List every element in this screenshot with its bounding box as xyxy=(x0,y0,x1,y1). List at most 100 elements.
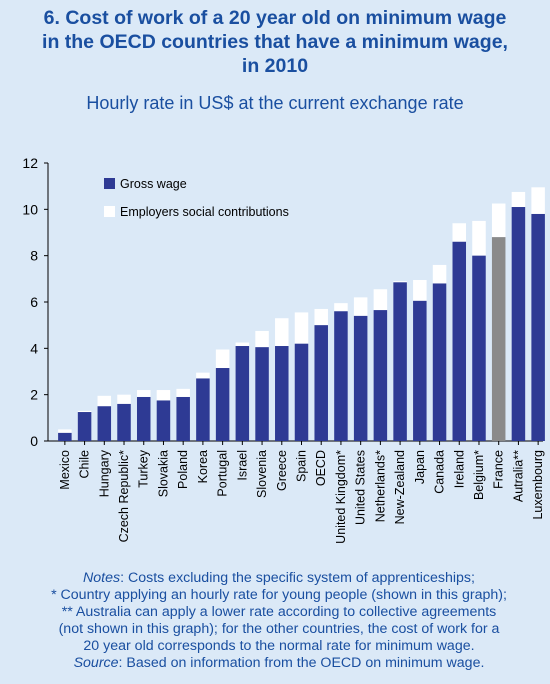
y-tick-label: 2 xyxy=(30,387,38,403)
bar-employer-contrib xyxy=(353,297,368,316)
bar-employer-contrib xyxy=(511,191,526,208)
x-tick-label: Slovenia xyxy=(255,450,269,498)
bar-gross-wage xyxy=(432,283,447,441)
bar-gross-wage xyxy=(413,300,427,441)
bar-gross-wage xyxy=(117,403,131,441)
x-tick-label: Luxembourg xyxy=(531,450,545,520)
bar-employer-contrib xyxy=(472,220,486,256)
y-tick-label: 0 xyxy=(30,433,38,449)
x-tick-label: Spain xyxy=(295,450,309,482)
x-tick-label: United States xyxy=(354,450,368,525)
bar-gross-wage xyxy=(255,347,269,441)
x-tick-label: Korea xyxy=(196,450,210,483)
y-tick-label: 4 xyxy=(30,340,38,356)
x-tick-label: Japan xyxy=(413,450,427,484)
bar-gross-wage xyxy=(314,325,328,441)
bar-employer-contrib xyxy=(136,390,151,397)
x-tick-label: Czech Republic* xyxy=(117,450,131,543)
y-tick-label: 6 xyxy=(30,294,38,310)
bar-employer-contrib xyxy=(294,312,309,344)
bar-gross-wage xyxy=(452,241,467,441)
bar-gross-wage xyxy=(156,400,171,441)
legend-label: Employers social contributions xyxy=(120,205,289,219)
x-tick-label: Netherlands* xyxy=(373,450,387,522)
source-text: : Based on information from the OECD on … xyxy=(118,655,485,671)
title-line-2: in the OECD countries that have a minimu… xyxy=(42,31,508,53)
legend-swatch xyxy=(104,178,115,189)
bar-employer-contrib xyxy=(531,187,545,214)
bar-employer-contrib xyxy=(196,372,210,379)
x-tick-label: Turkey xyxy=(137,449,151,487)
x-tick-label: OECD xyxy=(314,450,328,486)
bar-employer-contrib xyxy=(373,289,388,311)
bar-employer-contrib xyxy=(235,342,250,347)
bar-employer-contrib xyxy=(491,203,506,238)
bar-employer-contrib xyxy=(413,279,427,301)
bar-employer-contrib xyxy=(176,388,190,397)
chart-title: 6. Cost of work of a 20 year old on mini… xyxy=(0,6,550,78)
bar-gross-wage xyxy=(334,311,348,441)
notes-text: : Costs excluding the specific system of… xyxy=(120,570,475,586)
x-tick-label: Israel xyxy=(235,450,249,481)
bar-employer-contrib xyxy=(77,410,92,413)
bar-employer-contrib xyxy=(275,318,289,347)
bar-gross-wage xyxy=(472,255,486,441)
source-label: Source xyxy=(73,655,119,671)
bar-employer-contrib xyxy=(58,429,72,433)
bar-gross-wage xyxy=(511,207,526,441)
bar-gross-wage xyxy=(176,396,190,441)
bar-employer-contrib xyxy=(334,303,348,312)
bar-employer-contrib xyxy=(156,390,171,401)
bar-gross-wage xyxy=(275,346,289,441)
bar-gross-wage xyxy=(77,412,92,441)
chart-subtitle: Hourly rate in US$ at the current exchan… xyxy=(86,93,464,113)
notes-line-4: (not shown in this graph); for the other… xyxy=(58,621,500,637)
legend-swatch xyxy=(104,206,115,217)
bar-employer-contrib xyxy=(117,394,131,404)
title-line-1: 6. Cost of work of a 20 year old on mini… xyxy=(43,7,507,29)
x-tick-label: France xyxy=(492,450,506,489)
source-line: Source: Based on information from the OE… xyxy=(14,655,544,672)
bar-employer-contrib xyxy=(452,223,467,242)
x-tick-label: Canada xyxy=(433,450,447,494)
bar-employer-contrib xyxy=(393,281,407,283)
y-tick-label: 10 xyxy=(22,201,38,217)
notes-line-3: ** Australia can apply a lower rate acco… xyxy=(61,604,497,620)
bar-gross-wage xyxy=(136,396,151,441)
bar-employer-contrib xyxy=(255,330,269,348)
bar-employer-contrib xyxy=(215,349,230,369)
bar-gross-wage xyxy=(491,237,506,441)
x-tick-label: Belgium* xyxy=(472,450,486,500)
x-tick-label: Portugal xyxy=(216,450,230,497)
notes-line-1: Notes: Costs excluding the specific syst… xyxy=(14,570,544,587)
bar-gross-wage xyxy=(235,346,250,441)
x-tick-label: Mexico xyxy=(58,450,72,490)
notes-line-2: * Country applying an hourly rate for yo… xyxy=(51,587,507,603)
bar-gross-wage xyxy=(215,368,230,441)
notes-label: Notes xyxy=(83,570,121,586)
notes-line-5: 20 year old corresponds to the normal ra… xyxy=(83,638,475,654)
bar-gross-wage xyxy=(373,310,388,441)
bar-gross-wage xyxy=(531,213,545,441)
bar-gross-wage xyxy=(58,432,72,441)
bar-gross-wage xyxy=(294,343,309,441)
bar-employer-contrib xyxy=(314,308,328,326)
x-tick-label: Ireland xyxy=(452,450,466,488)
title-line-3: in 2010 xyxy=(241,55,309,77)
bar-gross-wage xyxy=(353,315,368,441)
x-tick-label: Greece xyxy=(275,450,289,491)
x-tick-label: Slovakia xyxy=(156,450,170,497)
x-tick-label: Chile xyxy=(78,450,92,479)
bar-employer-contrib xyxy=(432,264,447,284)
x-tick-label: Hungary xyxy=(97,449,111,497)
legend-label: Gross wage xyxy=(120,177,187,191)
notes-block: Notes: Costs excluding the specific syst… xyxy=(14,570,544,672)
bar-gross-wage xyxy=(393,282,407,441)
y-tick-label: 12 xyxy=(22,155,38,171)
x-tick-label: Poland xyxy=(176,450,190,489)
bar-employer-contrib xyxy=(97,395,112,407)
y-tick-label: 8 xyxy=(30,248,38,264)
x-tick-label: New-Zealand xyxy=(393,450,407,524)
